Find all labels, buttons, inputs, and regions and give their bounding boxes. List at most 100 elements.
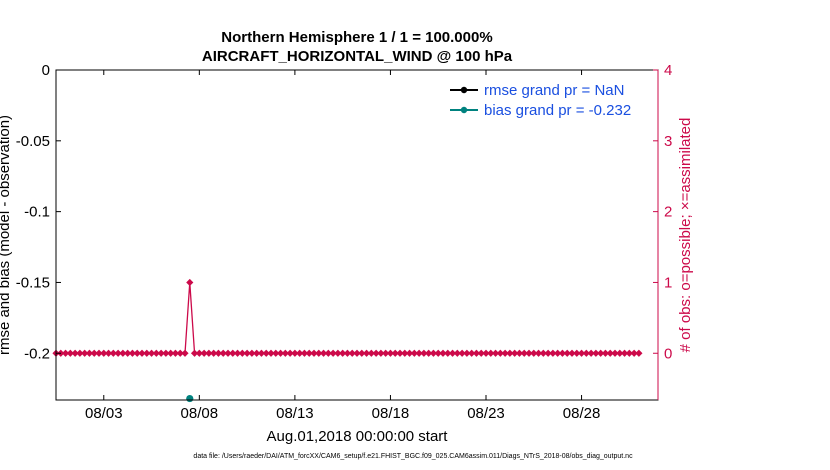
obs-count-point bbox=[281, 349, 289, 357]
y-tick-label: -0.2 bbox=[24, 345, 50, 362]
obs-count-point bbox=[119, 349, 127, 357]
obs-count-point bbox=[382, 349, 390, 357]
chart-title: Northern Hemisphere 1 / 1 = 100.000% bbox=[221, 29, 492, 46]
obs-count-point bbox=[291, 349, 299, 357]
obs-count-point bbox=[506, 349, 514, 357]
obs-count-point bbox=[539, 349, 547, 357]
obs-count-point bbox=[133, 349, 141, 357]
chart-subtitle: AIRCRAFT_HORIZONTAL_WIND @ 100 hPa bbox=[202, 48, 513, 65]
obs-count-point bbox=[181, 349, 189, 357]
obs-count-point bbox=[577, 349, 586, 357]
obs-count-point bbox=[219, 349, 227, 357]
y-tick-label: -0.15 bbox=[16, 274, 50, 291]
obs-count-point bbox=[501, 349, 509, 357]
obs-count-point bbox=[463, 349, 471, 357]
obs-count-point bbox=[405, 349, 414, 357]
obs-count-point bbox=[491, 349, 500, 357]
obs-count-point bbox=[592, 349, 600, 357]
obs-count-point bbox=[167, 349, 175, 357]
x-tick-label: 08/28 bbox=[563, 405, 601, 422]
obs-count-point bbox=[597, 349, 605, 357]
obs-count-point bbox=[190, 349, 199, 357]
obs-count-point bbox=[315, 349, 323, 357]
legend-bias-marker bbox=[460, 106, 468, 114]
y-tick-label: 0 bbox=[42, 62, 50, 79]
obs-count-point bbox=[76, 349, 84, 357]
obs-count-point bbox=[195, 349, 203, 357]
x-axis: 08/03 08/08 08/13 08/18 08/23 08/28 bbox=[85, 70, 600, 422]
obs-count-point bbox=[362, 349, 371, 357]
obs-count-point bbox=[253, 349, 261, 357]
obs-count-point bbox=[319, 349, 328, 357]
obs-count-point bbox=[511, 349, 519, 357]
y2-tick-label: 3 bbox=[664, 133, 672, 150]
obs-count-point bbox=[143, 349, 151, 357]
x-tick-label: 08/13 bbox=[276, 405, 314, 422]
y-axis-label: rmse and bias (model - observation) bbox=[0, 115, 13, 355]
obs-count-point bbox=[233, 349, 242, 357]
y2-tick-label: 2 bbox=[664, 204, 672, 221]
obs-count-point bbox=[367, 349, 375, 357]
obs-count-point bbox=[391, 349, 399, 357]
obs-count-point bbox=[200, 349, 208, 357]
obs-count-point bbox=[630, 349, 638, 357]
legend-rmse-marker bbox=[460, 86, 468, 94]
obs-count-point bbox=[66, 349, 74, 357]
obs-count-point bbox=[582, 349, 590, 357]
series-layer bbox=[186, 394, 194, 403]
y-tick-label: -0.1 bbox=[24, 204, 50, 221]
obs-count-point bbox=[238, 349, 246, 357]
obs-count-point bbox=[482, 349, 490, 357]
obs-count-point bbox=[90, 349, 98, 357]
obs-count-point bbox=[434, 349, 442, 357]
y2-tick-label: 1 bbox=[664, 274, 672, 291]
obs-count-point bbox=[248, 349, 256, 357]
obs-count-point bbox=[453, 349, 461, 357]
obs-count-point bbox=[601, 349, 610, 357]
obs-count-series bbox=[52, 278, 643, 357]
obs-count-point bbox=[162, 349, 170, 357]
obs-count-point bbox=[386, 349, 395, 357]
obs-count-point bbox=[549, 349, 557, 357]
obs-count-point bbox=[425, 349, 433, 357]
obs-count-point bbox=[563, 349, 571, 357]
obs-count-point bbox=[272, 349, 280, 357]
obs-count-line bbox=[56, 282, 639, 354]
obs-count-point bbox=[214, 349, 223, 357]
obs-count-point bbox=[620, 349, 629, 357]
y-tick-label: -0.05 bbox=[16, 133, 50, 150]
obs-count-point bbox=[229, 349, 237, 357]
obs-count-point bbox=[300, 349, 309, 357]
obs-count-point bbox=[458, 349, 466, 357]
obs-count-point bbox=[324, 349, 332, 357]
obs-count-point bbox=[343, 349, 352, 357]
obs-count-point bbox=[186, 278, 194, 287]
obs-count-point bbox=[429, 349, 438, 357]
obs-count-point bbox=[487, 349, 495, 357]
obs-count-point bbox=[114, 349, 122, 357]
obs-count-point bbox=[124, 349, 132, 357]
obs-count-point bbox=[310, 349, 318, 357]
obs-count-point bbox=[100, 349, 108, 357]
obs-count-point bbox=[635, 349, 643, 357]
obs-count-point bbox=[286, 349, 294, 357]
obs-count-point bbox=[534, 349, 543, 357]
y2-tick-label: 4 bbox=[664, 62, 672, 79]
obs-count-point bbox=[525, 349, 533, 357]
legend: rmse grand pr = NaN bias grand pr = -0.2… bbox=[450, 82, 631, 119]
x-tick-label: 08/08 bbox=[181, 405, 219, 422]
y2-axis: 0 1 2 3 4 bbox=[653, 62, 672, 362]
y2-axis-label: # of obs: o=possible; ×=assimilated bbox=[677, 118, 694, 353]
obs-count-point bbox=[625, 349, 633, 357]
obs-count-point bbox=[377, 349, 385, 357]
obs-count-point bbox=[587, 349, 595, 357]
obs-count-point bbox=[496, 349, 504, 357]
obs-count-point bbox=[439, 349, 447, 357]
obs-count-point bbox=[171, 349, 180, 357]
x-tick-label: 08/18 bbox=[372, 405, 410, 422]
x-tick-label: 08/03 bbox=[85, 405, 123, 422]
obs-count-point bbox=[276, 349, 285, 357]
obs-count-point bbox=[472, 349, 481, 357]
x-axis-label: Aug.01,2018 00:00:00 start bbox=[267, 428, 449, 445]
legend-bias-label: bias grand pr = -0.232 bbox=[484, 102, 631, 119]
